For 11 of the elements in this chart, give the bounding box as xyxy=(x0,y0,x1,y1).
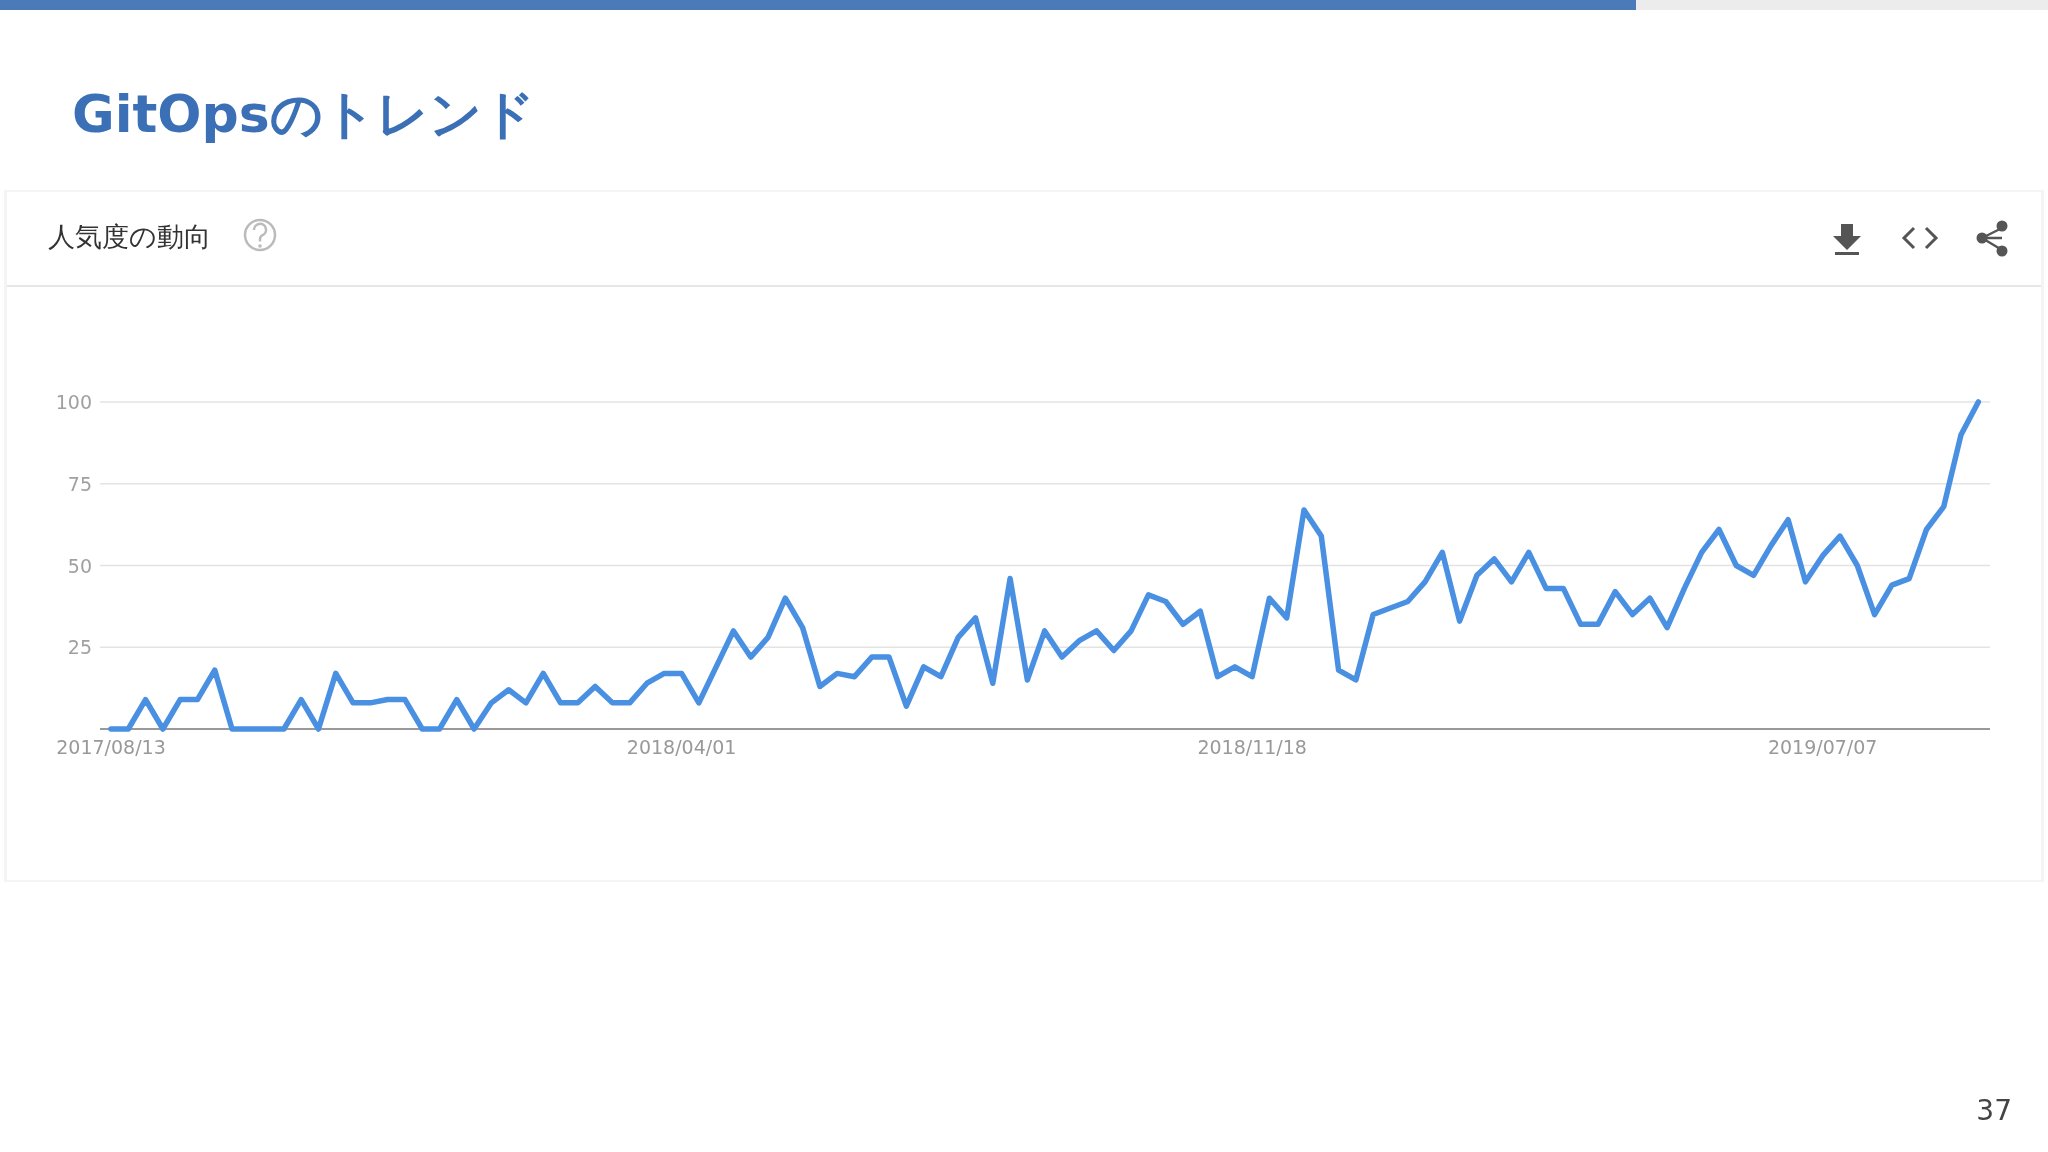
y-tick-label: 50 xyxy=(67,554,92,577)
x-tick-label: 2019/07/07 xyxy=(1767,736,1878,758)
y-tick-label: 75 xyxy=(67,472,92,495)
chart-subtitle: 人気度の動向 xyxy=(48,221,211,252)
chart-title: GitOpsのトレンド xyxy=(72,84,535,144)
x-tick-label: 2018/11/18 xyxy=(1197,736,1307,758)
y-tick-label: 25 xyxy=(67,636,92,659)
x-tick-label: 2017/08/13 xyxy=(56,736,166,758)
x-tick-label: 2018/04/01 xyxy=(626,736,737,758)
y-tick-label: 100 xyxy=(55,391,92,413)
text: 37 xyxy=(1976,1094,2012,1127)
